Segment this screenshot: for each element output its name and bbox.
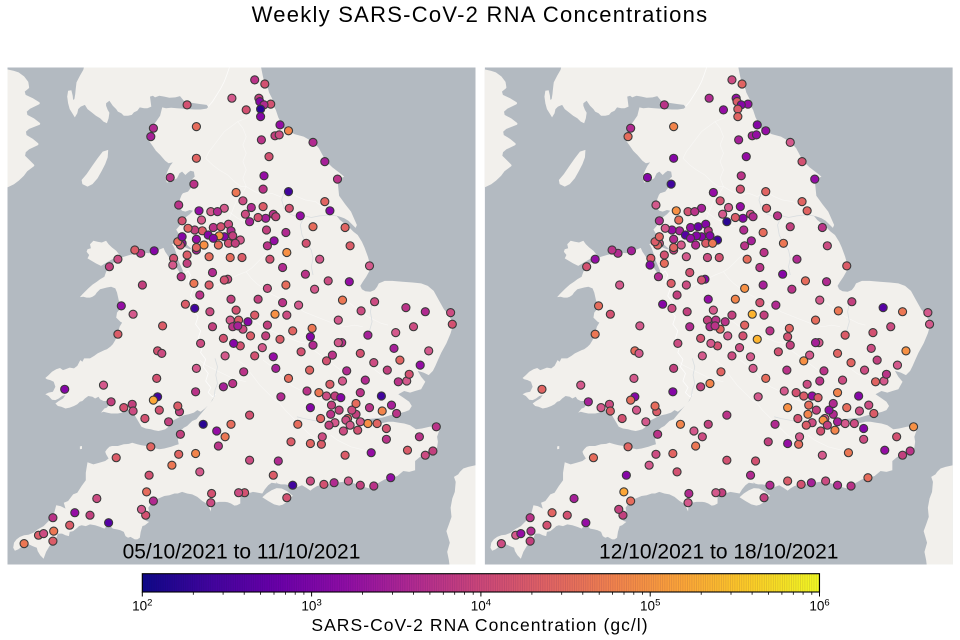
svg-text:103: 103: [301, 597, 321, 614]
svg-text:SARS-CoV-2 RNA Concentration (: SARS-CoV-2 RNA Concentration (gc/l): [311, 615, 648, 635]
svg-text:12/10/2021 to 18/10/2021: 12/10/2021 to 18/10/2021: [599, 541, 838, 564]
svg-text:104: 104: [471, 597, 491, 614]
svg-text:05/10/2021 to 11/10/2021: 05/10/2021 to 11/10/2021: [123, 541, 361, 564]
svg-text:102: 102: [132, 597, 152, 614]
svg-text:105: 105: [640, 597, 660, 614]
svg-text:106: 106: [809, 597, 829, 614]
